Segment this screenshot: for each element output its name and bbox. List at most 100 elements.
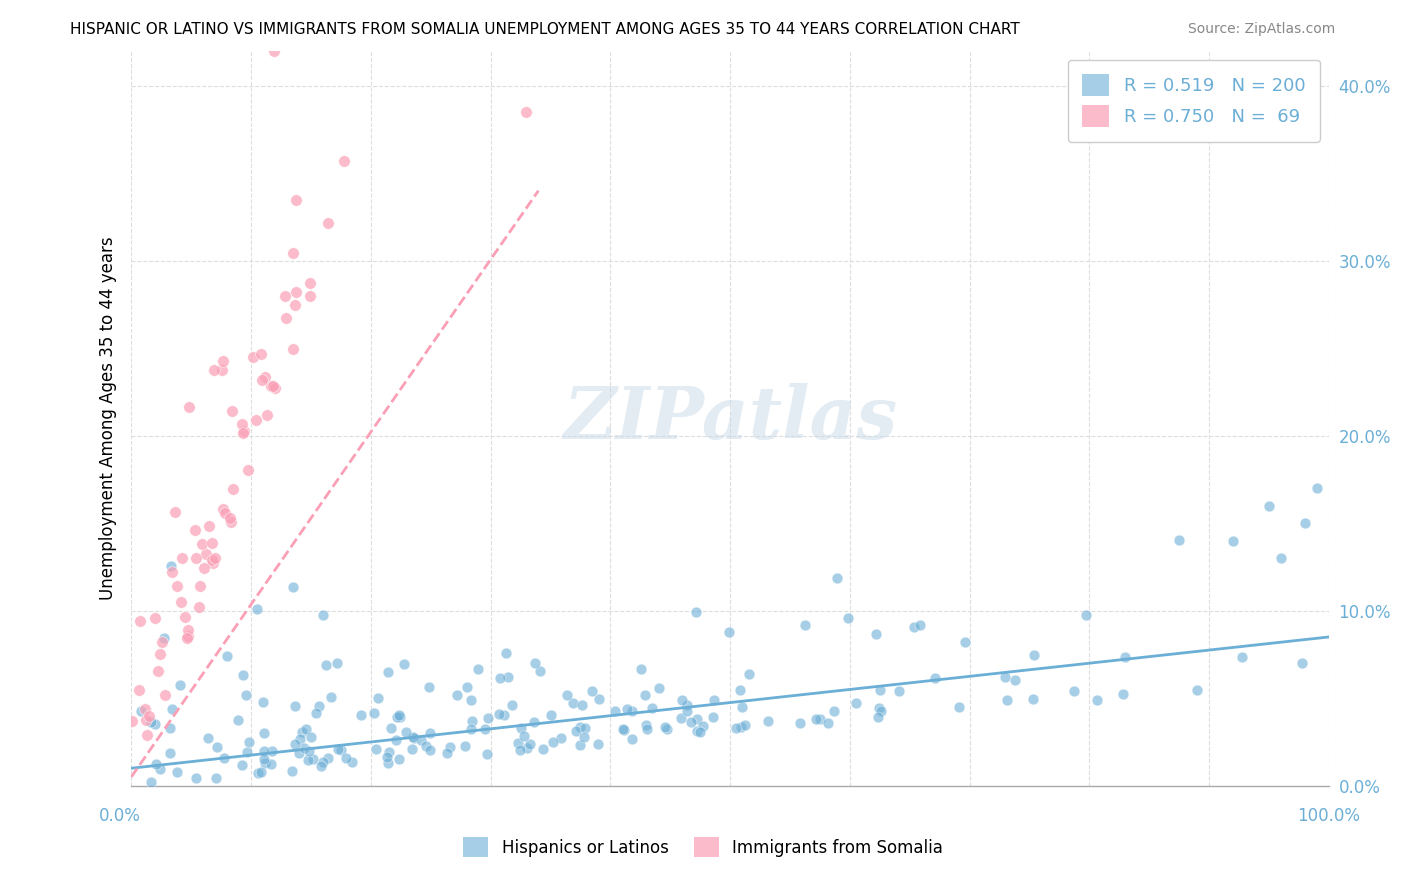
Immigrants from Somalia bbox=[283, 246, 305, 260]
Hispanics or Latinos bbox=[284, 699, 307, 714]
Hispanics or Latinos bbox=[804, 712, 827, 726]
Hispanics or Latinos bbox=[205, 771, 228, 785]
Hispanics or Latinos bbox=[1085, 693, 1108, 707]
Hispanics or Latinos bbox=[492, 707, 515, 722]
Immigrants from Somalia bbox=[146, 664, 169, 678]
Immigrants from Somalia bbox=[197, 518, 219, 533]
Hispanics or Latinos bbox=[1257, 499, 1279, 513]
Hispanics or Latinos bbox=[388, 708, 411, 723]
Immigrants from Somalia bbox=[177, 624, 200, 638]
Hispanics or Latinos bbox=[794, 618, 817, 632]
Immigrants from Somalia bbox=[214, 506, 236, 520]
Immigrants from Somalia bbox=[263, 44, 285, 58]
Hispanics or Latinos bbox=[676, 698, 699, 712]
Hispanics or Latinos bbox=[489, 671, 512, 685]
Hispanics or Latinos bbox=[569, 720, 592, 734]
Hispanics or Latinos bbox=[1114, 649, 1136, 664]
Hispanics or Latinos bbox=[460, 722, 482, 736]
Immigrants from Somalia bbox=[201, 556, 224, 570]
Hispanics or Latinos bbox=[159, 746, 181, 760]
Immigrants from Somalia bbox=[188, 599, 211, 614]
Hispanics or Latinos bbox=[312, 755, 335, 769]
Immigrants from Somalia bbox=[176, 629, 198, 643]
Immigrants from Somalia bbox=[129, 614, 152, 628]
Hispanics or Latinos bbox=[328, 741, 350, 756]
Hispanics or Latinos bbox=[692, 719, 714, 733]
Immigrants from Somalia bbox=[193, 561, 215, 575]
Hispanics or Latinos bbox=[297, 753, 319, 767]
Immigrants from Somalia bbox=[245, 413, 267, 427]
Hispanics or Latinos bbox=[387, 710, 409, 724]
Hispanics or Latinos bbox=[467, 662, 489, 676]
Hispanics or Latinos bbox=[246, 602, 269, 616]
Hispanics or Latinos bbox=[419, 743, 441, 757]
Hispanics or Latinos bbox=[335, 750, 357, 764]
Hispanics or Latinos bbox=[574, 731, 596, 745]
Hispanics or Latinos bbox=[394, 657, 416, 671]
Hispanics or Latinos bbox=[460, 692, 482, 706]
Immigrants from Somalia bbox=[250, 347, 273, 361]
Hispanics or Latinos bbox=[295, 722, 318, 736]
Hispanics or Latinos bbox=[292, 741, 315, 756]
Text: Source: ZipAtlas.com: Source: ZipAtlas.com bbox=[1188, 22, 1336, 37]
Hispanics or Latinos bbox=[868, 710, 890, 724]
Hispanics or Latinos bbox=[519, 737, 541, 751]
Hispanics or Latinos bbox=[845, 696, 868, 710]
Hispanics or Latinos bbox=[531, 742, 554, 756]
Immigrants from Somalia bbox=[191, 537, 214, 551]
Hispanics or Latinos bbox=[865, 627, 887, 641]
Immigrants from Somalia bbox=[231, 417, 253, 431]
Hispanics or Latinos bbox=[238, 735, 260, 749]
Hispanics or Latinos bbox=[823, 704, 845, 718]
Hispanics or Latinos bbox=[298, 744, 321, 758]
Hispanics or Latinos bbox=[235, 688, 257, 702]
Immigrants from Somalia bbox=[153, 688, 176, 702]
Hispanics or Latinos bbox=[231, 757, 253, 772]
Hispanics or Latinos bbox=[330, 743, 353, 757]
Hispanics or Latinos bbox=[143, 716, 166, 731]
Hispanics or Latinos bbox=[728, 682, 751, 697]
Hispanics or Latinos bbox=[681, 715, 703, 730]
Hispanics or Latinos bbox=[1076, 608, 1098, 623]
Immigrants from Somalia bbox=[212, 353, 235, 368]
Hispanics or Latinos bbox=[291, 725, 314, 739]
Hispanics or Latinos bbox=[377, 756, 399, 770]
Immigrants from Somalia bbox=[242, 351, 264, 365]
Hispanics or Latinos bbox=[316, 751, 339, 765]
Hispanics or Latinos bbox=[1022, 648, 1045, 663]
Hispanics or Latinos bbox=[675, 704, 697, 718]
Hispanics or Latinos bbox=[725, 721, 748, 735]
Hispanics or Latinos bbox=[953, 634, 976, 648]
Hispanics or Latinos bbox=[685, 605, 707, 619]
Hispanics or Latinos bbox=[301, 752, 323, 766]
Hispanics or Latinos bbox=[655, 722, 678, 736]
Hispanics or Latinos bbox=[184, 772, 207, 786]
Hispanics or Latinos bbox=[588, 691, 610, 706]
Immigrants from Somalia bbox=[128, 683, 150, 698]
Hispanics or Latinos bbox=[540, 707, 562, 722]
Hispanics or Latinos bbox=[418, 681, 440, 695]
Hispanics or Latinos bbox=[474, 722, 496, 736]
Hispanics or Latinos bbox=[571, 698, 593, 712]
Immigrants from Somalia bbox=[221, 404, 243, 418]
Hispanics or Latinos bbox=[994, 670, 1017, 684]
Immigrants from Somalia bbox=[204, 551, 226, 566]
Hispanics or Latinos bbox=[524, 656, 547, 670]
Hispanics or Latinos bbox=[1063, 683, 1085, 698]
Hispanics or Latinos bbox=[260, 744, 283, 758]
Hispanics or Latinos bbox=[671, 692, 693, 706]
Hispanics or Latinos bbox=[641, 701, 664, 715]
Immigrants from Somalia bbox=[201, 535, 224, 549]
Hispanics or Latinos bbox=[436, 746, 458, 760]
Hispanics or Latinos bbox=[205, 739, 228, 754]
Hispanics or Latinos bbox=[388, 709, 411, 723]
Hispanics or Latinos bbox=[299, 730, 322, 744]
Hispanics or Latinos bbox=[232, 668, 254, 682]
Hispanics or Latinos bbox=[730, 720, 752, 734]
Immigrants from Somalia bbox=[138, 709, 160, 723]
Text: ZIPatlas: ZIPatlas bbox=[562, 383, 897, 454]
Hispanics or Latinos bbox=[506, 736, 529, 750]
Hispanics or Latinos bbox=[402, 731, 425, 745]
Immigrants from Somalia bbox=[179, 400, 201, 414]
Hispanics or Latinos bbox=[378, 745, 401, 759]
